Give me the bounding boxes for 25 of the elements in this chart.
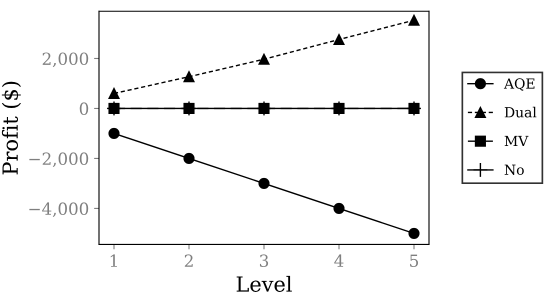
point: [108, 128, 120, 140]
x-tick-label: 4: [334, 254, 344, 267]
legend-label: AQE: [504, 78, 534, 91]
x-tick-label: 3: [260, 254, 268, 268]
point: [408, 14, 420, 26]
x-tick-label: 1: [110, 254, 117, 267]
x-tick-label: 5: [410, 254, 418, 268]
point: [333, 202, 345, 214]
y-tick-label: −2,000: [29, 152, 88, 168]
point: [108, 88, 120, 100]
legend-label: No: [504, 164, 524, 175]
y-tick-label: 2,000: [42, 52, 88, 68]
legend-label: MV: [504, 136, 528, 146]
x-axis-title: Level: [236, 276, 292, 292]
point: [183, 152, 195, 164]
point: [258, 54, 270, 65]
point: [333, 34, 345, 46]
y-axis-title: Profit ($): [2, 82, 21, 174]
point: [258, 178, 270, 189]
point: [408, 228, 420, 239]
y-tick-label: 0: [80, 102, 88, 116]
y-tick-label: −4,000: [29, 202, 88, 218]
x-tick-label: 2: [184, 254, 193, 267]
legend-label: Dual: [504, 106, 536, 118]
point: [183, 71, 195, 82]
